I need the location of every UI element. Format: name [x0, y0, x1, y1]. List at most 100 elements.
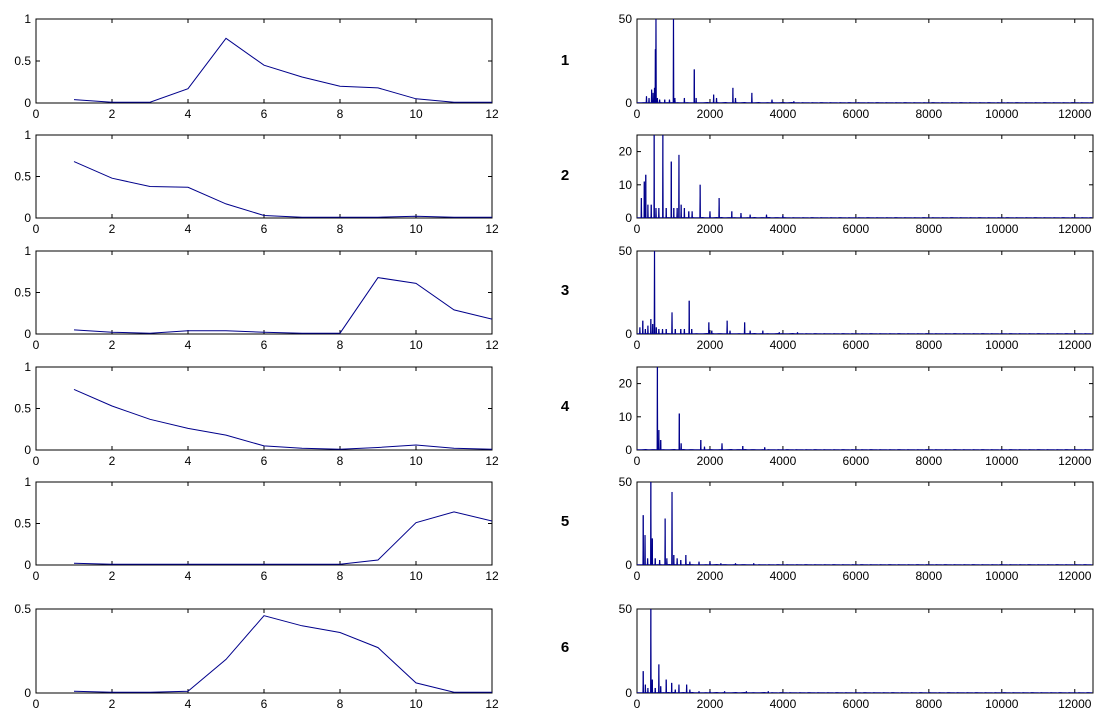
x-tick-label: 6000: [843, 222, 870, 236]
x-tick-label: 12: [485, 454, 499, 468]
x-tick-label: 0: [33, 569, 40, 583]
x-tick-label: 2: [109, 222, 116, 236]
x-tick-label: 12000: [1058, 222, 1092, 236]
y-tick-label: 0: [24, 443, 31, 457]
spectrum-line: [637, 19, 1093, 103]
x-tick-label: 8: [337, 697, 344, 711]
x-tick-label: 6000: [843, 569, 870, 583]
y-tick-label: 10: [619, 410, 633, 424]
y-tick-label: 50: [619, 12, 633, 26]
x-tick-label: 10000: [985, 222, 1019, 236]
row-label-1: 1: [561, 52, 569, 69]
x-tick-label: 8000: [915, 222, 942, 236]
spectrum-line: [637, 135, 1092, 218]
row-label-2: 2: [561, 167, 569, 184]
x-tick-label: 0: [634, 107, 641, 121]
y-tick-label: 0: [625, 211, 632, 225]
x-tick-label: 6: [261, 222, 268, 236]
x-tick-label: 8000: [915, 107, 942, 121]
y-tick-label: 0.5: [14, 402, 31, 416]
y-tick-label: 0: [24, 211, 31, 225]
x-tick-label: 12: [485, 697, 499, 711]
y-tick-label: 0: [625, 96, 632, 110]
x-tick-label: 4000: [770, 222, 797, 236]
plot-frame: [35, 481, 493, 566]
x-tick-label: 2000: [697, 569, 724, 583]
chart-panel-1-spectrum: 0 2000 4000 6000 8000 10000 12000 0 50: [619, 12, 1094, 121]
x-tick-label: 10: [409, 222, 423, 236]
x-tick-label: 12000: [1058, 107, 1092, 121]
subplot-grid: 0 2 4 6 8 10 1200.510 2000 4000 6000 8000 10000 1200…: [14, 12, 1094, 711]
x-tick-label: 4000: [770, 454, 797, 468]
plot-frame: [636, 366, 1094, 451]
x-tick-label: 12000: [1058, 454, 1092, 468]
chart-panel-4-spectrum: 0 2000 4000 6000 8000 10000 12000 0 10 20: [619, 366, 1094, 468]
x-tick-label: 8000: [915, 454, 942, 468]
y-tick-label: 0.5: [14, 602, 31, 616]
x-tick-label: 10000: [985, 338, 1019, 352]
plot-frame: [35, 134, 493, 219]
chart-panel-6-spectrum: 0 2000 4000 6000 8000 10000 12000 0 50: [619, 602, 1094, 711]
x-tick-label: 6000: [843, 107, 870, 121]
y-tick-label: 20: [619, 377, 633, 391]
y-tick-label: 0: [625, 558, 632, 572]
x-tick-label: 12: [485, 107, 499, 121]
x-tick-label: 6: [261, 454, 268, 468]
y-tick-label: 1: [24, 128, 31, 142]
row-label-4: 4: [561, 398, 570, 415]
x-tick-label: 0: [33, 697, 40, 711]
x-tick-label: 0: [33, 222, 40, 236]
y-tick-label: 0: [24, 686, 31, 700]
plot-frame: [636, 608, 1094, 694]
x-tick-label: 8: [337, 569, 344, 583]
x-tick-label: 10: [409, 569, 423, 583]
x-tick-label: 8: [337, 222, 344, 236]
x-tick-label: 10000: [985, 454, 1019, 468]
spectrum-line: [637, 367, 1092, 450]
x-tick-label: 12: [485, 338, 499, 352]
x-tick-label: 6: [261, 697, 268, 711]
x-tick-label: 12: [485, 569, 499, 583]
y-tick-label: 0: [24, 558, 31, 572]
chart-panel-2-spectrum: 0 2000 4000 6000 8000 10000 12000 0 10 20: [619, 134, 1094, 236]
y-tick-label: 0.5: [14, 170, 31, 184]
x-tick-label: 2000: [697, 697, 724, 711]
x-tick-label: 8: [337, 107, 344, 121]
x-tick-label: 4000: [770, 107, 797, 121]
x-tick-label: 6000: [843, 338, 870, 352]
chart-panel-6-profile: 0 2 4 6 8 10 12 0 0.5: [14, 602, 499, 711]
x-tick-label: 6: [261, 107, 268, 121]
plot-frame: [35, 250, 493, 335]
x-tick-label: 4: [185, 222, 192, 236]
y-tick-label: 0: [625, 327, 632, 341]
y-tick-label: 0: [625, 686, 632, 700]
x-tick-label: 8000: [915, 697, 942, 711]
chart-panel-3-spectrum: 0 2000 4000 6000 8000 10000 12000 0 50: [619, 244, 1094, 352]
chart-panel-5-spectrum: 0 2000 4000 6000 8000 10000 12000 0 50: [619, 475, 1094, 583]
x-tick-label: 0: [634, 697, 641, 711]
series-line: [73, 388, 492, 450]
x-tick-label: 2000: [697, 454, 724, 468]
plot-frame: [636, 134, 1094, 219]
y-tick-label: 50: [619, 602, 633, 616]
x-tick-label: 0: [33, 338, 40, 352]
x-tick-label: 10: [409, 107, 423, 121]
x-tick-label: 4: [185, 697, 192, 711]
series-line: [73, 615, 492, 693]
y-tick-label: 1: [24, 244, 31, 258]
x-tick-label: 6: [261, 569, 268, 583]
x-tick-label: 0: [33, 107, 40, 121]
x-tick-label: 8: [337, 454, 344, 468]
x-tick-label: 4000: [770, 569, 797, 583]
y-tick-label: 1: [24, 475, 31, 489]
spectrum-line: [637, 609, 1093, 693]
x-tick-label: 4: [185, 107, 192, 121]
x-tick-label: 2: [109, 338, 116, 352]
plot-frame: [636, 250, 1094, 335]
series-line: [73, 277, 492, 334]
x-tick-label: 2: [109, 569, 116, 583]
plot-frame: [35, 608, 493, 694]
chart-panel-4-profile: 0 2 4 6 8 10 12 0 0.5 1: [14, 360, 499, 468]
series-line: [73, 37, 492, 103]
